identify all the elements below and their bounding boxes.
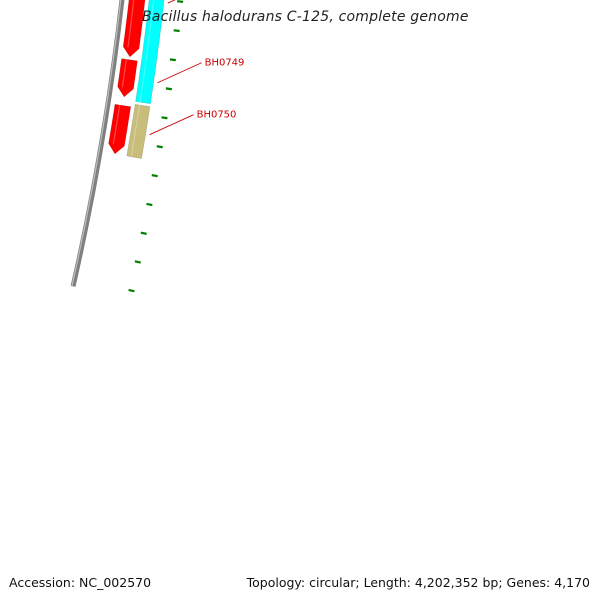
gene-highlight bbox=[121, 59, 127, 88]
gene-arrow[interactable] bbox=[122, 0, 151, 58]
gene-highlight bbox=[130, 104, 141, 157]
label-leader-line bbox=[167, 0, 176, 4]
gene-arrow[interactable] bbox=[108, 103, 132, 155]
outer-tick-mark bbox=[161, 116, 168, 120]
genome-backbone-highlight bbox=[71, 0, 122, 287]
outer-tick-mark bbox=[146, 202, 153, 207]
genes-layer bbox=[108, 0, 173, 159]
gene-label[interactable]: BH0749 bbox=[205, 58, 245, 69]
outer-tick-mark bbox=[151, 174, 158, 178]
label-leader-line bbox=[157, 62, 202, 84]
topology-text: Topology: circular; Length: 4,202,352 bp… bbox=[246, 575, 590, 590]
outer-tick-mark bbox=[134, 260, 141, 264]
label-leader-line bbox=[149, 114, 194, 136]
outer-tick-mark bbox=[173, 29, 180, 33]
gene-highlight bbox=[112, 104, 121, 145]
tick-marks-layer: 803 kbp804 kbp805 kbp806 kbp807 kbp808 k… bbox=[128, 0, 184, 293]
outer-tick-mark bbox=[165, 87, 172, 91]
outer-tick-mark bbox=[176, 0, 184, 3]
outer-tick-mark bbox=[140, 231, 147, 235]
genome-backbone bbox=[70, 0, 125, 287]
map-title: Bacillus halodurans C-125, complete geno… bbox=[142, 9, 469, 25]
gene-label[interactable]: BH0750 bbox=[197, 110, 237, 121]
gene-labels-layer: BH0745BH0746BH0747BH0748BH0749BH0750 bbox=[149, 0, 245, 136]
accession-text: Accession: NC_002570 bbox=[9, 575, 152, 590]
gene-highlight bbox=[139, 0, 155, 103]
feature-block[interactable] bbox=[135, 0, 173, 105]
feature-block[interactable] bbox=[126, 104, 151, 159]
gene-arrow[interactable] bbox=[117, 58, 138, 98]
backbone-layer bbox=[70, 0, 125, 287]
outer-tick-mark bbox=[169, 58, 177, 62]
gene-highlight bbox=[127, 0, 135, 48]
outer-tick-mark bbox=[156, 145, 163, 149]
outer-tick-mark bbox=[128, 288, 135, 293]
